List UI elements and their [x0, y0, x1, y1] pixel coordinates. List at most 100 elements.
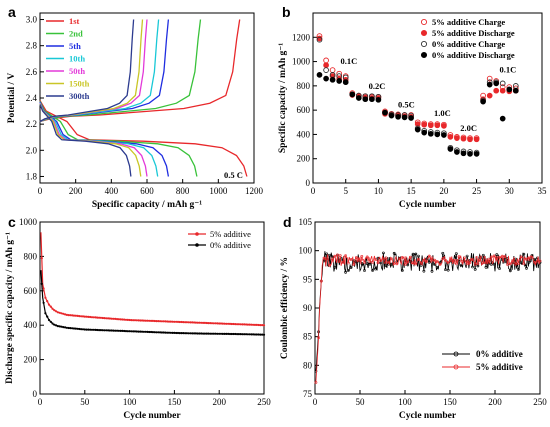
data-point [317, 336, 321, 340]
data-point [212, 332, 215, 335]
rate-label: 0.2C [369, 81, 386, 91]
data-point [527, 257, 531, 261]
data-point [422, 269, 426, 273]
data-point [178, 320, 181, 324]
data-point [323, 67, 329, 73]
data-point [517, 262, 520, 266]
data-point [390, 262, 393, 266]
data-point [96, 328, 99, 332]
data-point [341, 261, 345, 264]
data-point [214, 322, 217, 325]
legend-label: 10th [69, 54, 85, 64]
data-point [144, 330, 147, 333]
data-point [465, 262, 469, 266]
data-point [44, 296, 47, 299]
y-tick-label: 800 [297, 81, 311, 91]
data-point [202, 321, 205, 324]
data-point [132, 319, 135, 322]
data-point [323, 75, 329, 82]
data-point [403, 262, 407, 266]
data-point [107, 329, 110, 332]
data-point [499, 115, 506, 122]
x-tick-label: 0 [313, 397, 318, 407]
data-point [493, 80, 500, 87]
data-point [99, 329, 102, 332]
x-tick-label: 100 [123, 397, 137, 407]
data-point [207, 332, 210, 335]
data-point [74, 327, 77, 330]
data-point [92, 328, 95, 331]
data-point [381, 251, 385, 255]
data-point [473, 267, 477, 271]
data-point [252, 323, 255, 326]
data-point [103, 317, 106, 320]
panel-d: d 0 50 100 150 200 250 75 80 85 90 95 100 105 Cycle nu… [280, 214, 547, 421]
legend-label: 0% additive Discharge [432, 50, 515, 60]
data-point [157, 331, 160, 334]
data-point [525, 266, 528, 270]
legend-label: 5% additive [210, 229, 251, 239]
data-point [80, 328, 83, 331]
data-point [506, 86, 513, 93]
plot-frame [312, 12, 543, 184]
series-300th-discharge [39, 104, 132, 177]
data-point [329, 67, 336, 73]
x-axis-label: Cycle number [123, 411, 181, 421]
data-point [205, 321, 208, 325]
data-point [417, 254, 420, 258]
data-point [255, 323, 258, 326]
legend-label: 0% additive [210, 240, 251, 250]
data-point [137, 330, 140, 333]
data-point [69, 327, 72, 330]
data-point [329, 72, 336, 78]
data-point [512, 83, 519, 89]
data-point [336, 78, 343, 84]
data-point [191, 332, 194, 335]
data-point [169, 331, 172, 334]
data-point [499, 80, 506, 87]
x-tick-label: 35 [538, 186, 548, 196]
x-axis-label: Cycle number [399, 411, 457, 421]
data-point [185, 332, 188, 335]
data-point [390, 257, 393, 261]
data-point [427, 122, 434, 129]
data-point [55, 324, 58, 327]
data-point [444, 268, 447, 272]
data-point [64, 326, 67, 329]
data-point [371, 260, 375, 264]
legend-label: 150th [69, 79, 90, 89]
data-point [76, 314, 79, 317]
legend-marker [453, 364, 459, 370]
data-point [486, 92, 493, 99]
legend-label: 1st [69, 16, 80, 26]
x-tick-label: 25 [472, 186, 482, 196]
legend-marker [420, 51, 428, 59]
data-point [53, 309, 56, 312]
data-point [382, 109, 388, 116]
data-point [166, 320, 169, 323]
data-point [98, 316, 101, 319]
data-point [126, 318, 129, 321]
x-tick-label: 150 [168, 397, 182, 407]
data-point [376, 261, 380, 265]
data-point [522, 252, 526, 256]
data-point [196, 321, 199, 324]
data-point [184, 321, 187, 324]
data-point [110, 317, 113, 320]
data-point [58, 325, 61, 328]
data-point [124, 318, 128, 321]
data-point [250, 323, 253, 326]
data-point [128, 330, 131, 333]
data-point [262, 324, 266, 327]
data-point [479, 255, 483, 259]
data-point [144, 319, 147, 322]
data-point [40, 257, 43, 260]
data-point [218, 332, 221, 335]
data-point [182, 332, 185, 335]
data-point [473, 151, 480, 157]
data-point [159, 331, 162, 334]
data-point [363, 261, 366, 264]
data-point [375, 96, 382, 103]
data-point [465, 254, 469, 258]
y-tick-label: 2.2 [26, 119, 37, 129]
